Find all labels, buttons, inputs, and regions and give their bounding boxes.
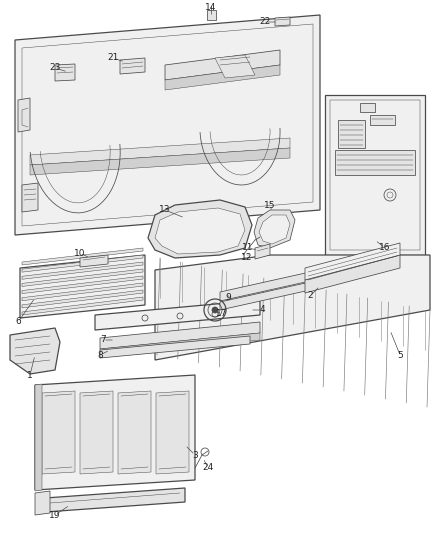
- Polygon shape: [35, 491, 50, 515]
- Polygon shape: [22, 276, 143, 294]
- Text: 1: 1: [27, 370, 33, 379]
- Polygon shape: [55, 64, 75, 81]
- Polygon shape: [259, 215, 290, 244]
- Polygon shape: [45, 488, 185, 512]
- Polygon shape: [100, 322, 260, 349]
- Text: 13: 13: [159, 206, 171, 214]
- Polygon shape: [22, 269, 143, 286]
- Text: 5: 5: [397, 351, 403, 359]
- Polygon shape: [22, 297, 143, 315]
- Text: 21: 21: [107, 53, 119, 62]
- Text: 4: 4: [259, 305, 265, 314]
- Polygon shape: [22, 290, 143, 308]
- Text: 15: 15: [264, 200, 276, 209]
- Polygon shape: [120, 58, 145, 74]
- Text: 14: 14: [205, 4, 217, 12]
- Polygon shape: [254, 210, 295, 248]
- Polygon shape: [165, 65, 280, 90]
- Polygon shape: [207, 10, 216, 20]
- Text: 12: 12: [241, 254, 253, 262]
- Polygon shape: [30, 138, 290, 165]
- Polygon shape: [335, 150, 415, 175]
- Polygon shape: [80, 255, 108, 267]
- Text: 23: 23: [49, 63, 61, 72]
- Text: 16: 16: [379, 244, 391, 253]
- Polygon shape: [165, 50, 280, 80]
- Polygon shape: [118, 391, 151, 474]
- Polygon shape: [22, 255, 143, 272]
- Polygon shape: [35, 384, 42, 491]
- Polygon shape: [155, 255, 430, 360]
- Polygon shape: [20, 255, 145, 318]
- Text: 9: 9: [225, 293, 231, 302]
- Polygon shape: [360, 103, 375, 112]
- Text: 7: 7: [100, 335, 106, 344]
- Text: 11: 11: [242, 244, 254, 253]
- Polygon shape: [42, 391, 75, 474]
- Circle shape: [212, 307, 218, 313]
- Polygon shape: [95, 300, 260, 330]
- Text: 22: 22: [259, 18, 271, 27]
- Polygon shape: [155, 208, 245, 254]
- Polygon shape: [22, 262, 143, 279]
- Text: 10: 10: [74, 248, 86, 257]
- Polygon shape: [220, 272, 310, 301]
- Polygon shape: [10, 328, 60, 374]
- Polygon shape: [18, 98, 30, 132]
- Polygon shape: [325, 95, 425, 255]
- Polygon shape: [22, 183, 38, 212]
- Polygon shape: [80, 391, 113, 474]
- Text: 24: 24: [202, 464, 214, 472]
- Polygon shape: [370, 115, 395, 125]
- Polygon shape: [305, 243, 400, 280]
- Text: 6: 6: [15, 318, 21, 327]
- Polygon shape: [15, 15, 320, 235]
- Text: 8: 8: [97, 351, 103, 359]
- Polygon shape: [100, 336, 250, 358]
- Polygon shape: [35, 375, 195, 490]
- Polygon shape: [30, 148, 290, 175]
- Text: 3: 3: [192, 450, 198, 459]
- Polygon shape: [22, 283, 143, 301]
- Polygon shape: [100, 333, 260, 356]
- Polygon shape: [338, 120, 365, 148]
- Text: 17: 17: [216, 310, 228, 319]
- Polygon shape: [255, 244, 270, 259]
- Polygon shape: [220, 282, 310, 310]
- Polygon shape: [22, 248, 143, 265]
- Text: 2: 2: [307, 292, 313, 301]
- Polygon shape: [305, 255, 400, 293]
- Text: 19: 19: [49, 511, 61, 520]
- Polygon shape: [275, 17, 290, 26]
- Polygon shape: [148, 200, 252, 258]
- Polygon shape: [156, 391, 189, 474]
- Polygon shape: [215, 55, 255, 78]
